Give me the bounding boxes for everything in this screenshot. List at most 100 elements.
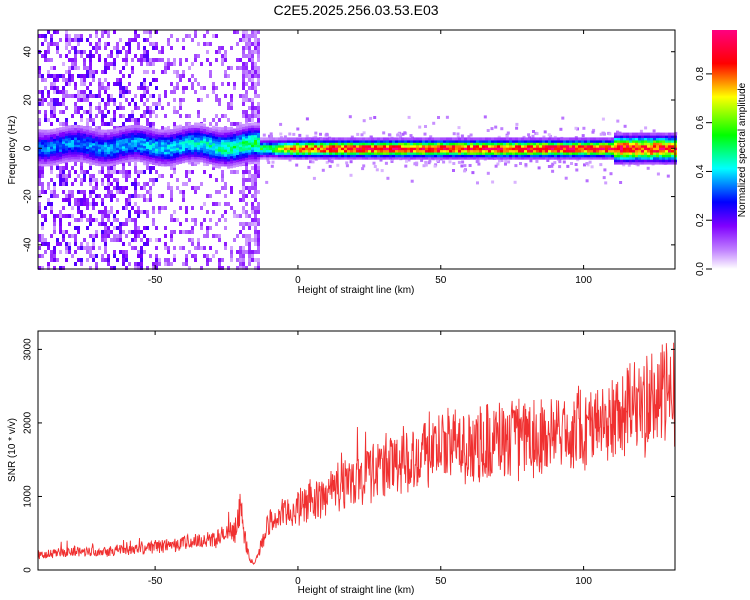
spectrogram-noise-cell xyxy=(254,182,257,186)
spectrogram-noise-cell xyxy=(86,110,89,114)
spectrogram-ridge-cell xyxy=(158,143,161,147)
spectrogram-noise-cell xyxy=(191,170,194,174)
spectrogram-ridge-cell xyxy=(68,144,71,148)
spectrogram-ridge-cell xyxy=(527,147,530,151)
spectrogram-ridge-cell xyxy=(632,151,635,155)
spectrogram-ridge-cell xyxy=(377,154,380,158)
spectrogram-noise-cell xyxy=(644,126,648,130)
spectrogram-ridge-cell xyxy=(407,154,410,158)
spectrogram-ridge-cell xyxy=(635,137,638,141)
spectrogram-noise-cell xyxy=(140,114,143,118)
spectrogram-noise-cell xyxy=(77,110,80,114)
spectrogram-ridge-cell xyxy=(470,137,473,141)
spectrogram-ridge-cell xyxy=(173,157,176,161)
spectrogram-ridge-cell xyxy=(38,134,41,138)
spectrogram-ridge-cell xyxy=(416,149,419,153)
spectrogram-ridge-cell xyxy=(515,151,518,155)
spectrogram-ridge-cell xyxy=(173,128,176,132)
spectrogram-noise-cell xyxy=(116,258,119,262)
spectrogram-ridge-cell xyxy=(257,146,260,150)
spectrogram-noise-cell xyxy=(182,262,185,266)
spectrogram-ridge-cell xyxy=(356,149,359,153)
spectrogram-ridge-cell xyxy=(92,152,95,156)
spectrogram-ridge-cell xyxy=(398,151,401,155)
spectrogram-noise-cell xyxy=(215,222,218,226)
spectrogram-noise-cell xyxy=(248,46,251,50)
spectrogram-noise-cell xyxy=(200,226,203,230)
spectrogram-noise-cell xyxy=(128,42,131,46)
spectrogram-noise-cell xyxy=(83,74,86,78)
spectrogram-ridge-cell xyxy=(575,156,578,160)
spectrogram-noise-cell xyxy=(242,54,245,58)
spectrogram-noise-cell xyxy=(71,78,74,82)
spectrogram-ridge-cell xyxy=(92,142,95,146)
spectrogram-ridge-cell xyxy=(107,134,110,138)
spectrogram-ridge-cell xyxy=(263,149,266,153)
spectrogram-ridge-cell xyxy=(671,159,674,163)
spectrogram-ridge-cell xyxy=(215,153,218,157)
spectrogram-noise-cell xyxy=(251,106,254,110)
spectrogram-ridge-cell xyxy=(635,159,638,163)
spectrogram-ridge-cell xyxy=(41,132,44,136)
spectrogram-ridge-cell xyxy=(260,149,263,153)
spectrogram-ridge-cell xyxy=(119,158,122,162)
spectrogram-noise-cell xyxy=(143,78,146,82)
spectrogram-ridge-cell xyxy=(281,139,284,143)
spectrogram-ridge-cell xyxy=(164,132,167,136)
spectrogram-noise-cell xyxy=(230,250,233,254)
spectrogram-ridge-cell xyxy=(530,137,533,141)
spectrogram-noise-cell xyxy=(50,98,53,102)
spectrogram-ridge-cell xyxy=(578,156,581,160)
spectrogram-ridge-cell xyxy=(188,161,191,165)
spectrogram-ridge-cell xyxy=(665,147,668,151)
spectrogram-noise-cell xyxy=(639,129,643,133)
spectrogram-ridge-cell xyxy=(188,151,191,155)
spectrogram-noise-cell xyxy=(422,164,426,168)
spectrogram-ridge-cell xyxy=(476,151,479,155)
spectrogram-ridge-cell xyxy=(128,134,131,138)
spectrogram-noise-cell xyxy=(191,230,194,234)
spectrogram-ridge-cell xyxy=(251,124,254,128)
colorbar-tick-label: 0.0 xyxy=(695,262,706,276)
spectrogram-noise-cell xyxy=(599,132,603,136)
spectrogram-ridge-cell xyxy=(230,141,233,145)
spectrogram-ridge-cell xyxy=(218,136,221,140)
spectrogram-ridge-cell xyxy=(458,144,461,148)
spectrogram-noise-cell xyxy=(38,194,41,198)
spectrogram-ridge-cell xyxy=(239,144,242,148)
spectrogram-noise-cell xyxy=(131,230,134,234)
spectrogram-noise-cell xyxy=(113,46,116,50)
spectrogram-noise-cell xyxy=(134,182,137,186)
spectrogram-noise-cell xyxy=(116,190,119,194)
spectrogram-ridge-cell xyxy=(452,149,455,153)
spectrogram-ridge-cell xyxy=(638,156,641,160)
spectrogram-noise-cell xyxy=(116,82,119,86)
spectrogram-ridge-cell xyxy=(359,137,362,141)
spectrogram-noise-cell xyxy=(56,238,59,242)
spectrogram-ridge-cell xyxy=(257,132,260,136)
spectrogram-noise-cell xyxy=(95,262,98,266)
spectrogram-ridge-cell xyxy=(413,151,416,155)
spectrogram-noise-cell xyxy=(89,178,92,182)
spectrogram-noise-cell xyxy=(369,135,373,139)
spectrogram-ridge-cell xyxy=(131,149,134,153)
spectrogram-ridge-cell xyxy=(83,154,86,158)
spectrogram-noise-cell xyxy=(38,178,41,182)
spectrogram-ridge-cell xyxy=(497,144,500,148)
spectrogram-ridge-cell xyxy=(266,137,269,141)
spectrogram-noise-cell xyxy=(585,162,589,165)
spectrogram-ridge-cell xyxy=(593,151,596,155)
spectrogram-noise-cell xyxy=(131,110,134,114)
spectrogram-noise-cell xyxy=(215,50,218,54)
spectrogram-ridge-cell xyxy=(257,154,260,158)
spectrogram-ridge-cell xyxy=(557,144,560,148)
spectrogram-noise-cell xyxy=(242,206,245,210)
spectrogram-ridge-cell xyxy=(80,159,83,163)
spectrogram-noise-cell xyxy=(248,226,251,230)
spectrogram-noise-cell xyxy=(559,127,563,131)
spectrogram-ridge-cell xyxy=(182,138,185,142)
spectrogram-ridge-cell xyxy=(338,147,341,151)
spectrogram-noise-cell xyxy=(47,46,50,50)
spectrogram-ridge-cell xyxy=(524,151,527,155)
spectrogram-ridge-cell xyxy=(68,156,71,160)
